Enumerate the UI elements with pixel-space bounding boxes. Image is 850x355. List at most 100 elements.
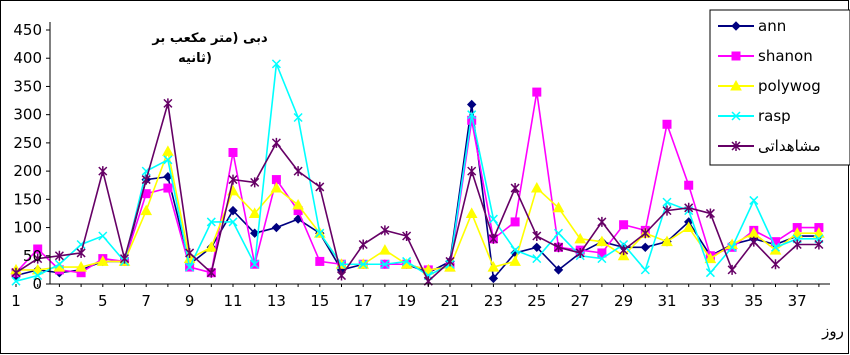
data-point [532,254,542,264]
data-point [249,228,260,238]
data-point [640,228,650,239]
chart-title-line-2: ثانیه) [178,51,212,66]
x-tick-label: 3 [55,292,65,310]
series-3 [11,59,824,286]
data-point [465,207,478,218]
data-point [185,262,195,272]
series-line [15,63,819,282]
data-point [163,155,173,165]
data-point [98,231,108,241]
data-point [33,244,43,254]
data-point [163,98,173,109]
data-point [552,201,565,213]
legend-item: rasp [718,107,791,125]
data-point [770,259,781,270]
data-point [380,225,390,236]
x-tick-label: 5 [98,292,108,310]
data-point [575,247,585,258]
legend-label: shanon [758,47,813,65]
x-tick-label: 31 [657,292,676,310]
data-point [228,217,238,227]
data-point [402,231,412,242]
legend-swatch-marker [730,79,742,91]
data-point [704,252,717,264]
legend-label: polywog [758,77,821,95]
y-tick-label: 400 [13,49,42,67]
x-tick-label: 33 [701,292,720,310]
series-4 [11,98,824,287]
data-point [206,267,216,278]
data-point [466,99,477,110]
data-point [96,255,109,266]
data-point [488,233,498,244]
y-tick-label: 250 [13,134,42,152]
data-point [228,147,238,157]
data-point [705,268,715,278]
x-tick-label: 37 [788,292,807,310]
chart-title-line-1: دبی (متر مکعب بر [151,31,268,46]
y-tick-label: 200 [13,162,42,180]
data-point [250,177,260,188]
data-point [467,110,477,120]
data-point [640,265,650,275]
data-point [54,259,64,269]
x-tick-label: 25 [527,292,546,310]
x-tick-label: 27 [571,292,590,310]
data-point [553,242,564,253]
data-point [31,263,44,275]
series-0 [11,99,824,284]
data-point [684,180,694,190]
data-point [682,221,695,233]
series-line [15,104,819,281]
x-tick-label: 21 [440,292,459,310]
x-tick-label: 9 [185,292,195,310]
data-point [163,183,173,193]
data-point [98,166,108,177]
legend-swatch-marker [731,21,741,31]
data-point [532,242,542,253]
x-tick-label: 13 [267,292,286,310]
y-tick-label: 300 [13,106,42,124]
data-point [619,220,629,230]
legend: ann shanon polywog rasp مشاهداتی [709,9,850,166]
data-point [11,276,21,286]
data-point [617,249,630,261]
data-point [770,242,781,252]
y-tick-label: 150 [13,190,42,208]
data-point [749,195,759,205]
data-point [727,242,737,252]
legend-item: ann [718,17,786,35]
legend-swatch-marker [731,111,741,121]
data-point [162,145,174,156]
data-point [574,232,587,244]
data-point [336,270,347,281]
data-point [228,205,238,216]
data-point [553,265,564,275]
data-point [530,182,543,193]
data-point [814,239,824,250]
series-2 [10,145,825,275]
data-point [315,256,325,266]
data-point [119,253,130,264]
legend-item: مشاهداتی [718,137,821,155]
data-point [379,244,391,255]
data-point [292,198,304,210]
data-point [487,261,500,272]
x-tick-label: 29 [614,292,633,310]
data-point [749,236,759,247]
legend-swatch-marker [731,141,741,151]
data-point [422,263,435,275]
data-point [813,227,825,238]
data-point [596,235,608,247]
data-point [640,242,651,253]
data-point [248,207,261,218]
data-point [532,87,542,97]
data-point [662,197,672,207]
y-tick-label: 0 [32,275,42,293]
legend-label: ann [758,17,786,35]
data-point [205,241,218,252]
series-layer [10,59,825,287]
x-tick-label: 23 [484,292,503,310]
data-point [662,205,672,216]
